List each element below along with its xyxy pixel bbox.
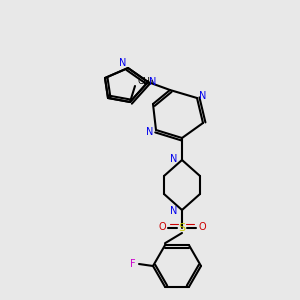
Text: O: O xyxy=(158,222,166,232)
Text: O: O xyxy=(198,222,206,232)
Text: N: N xyxy=(170,206,178,216)
Text: N: N xyxy=(149,77,157,87)
Text: S: S xyxy=(178,223,186,233)
Text: F: F xyxy=(130,259,136,269)
Text: N: N xyxy=(170,154,178,164)
Text: N: N xyxy=(146,127,154,137)
Text: N: N xyxy=(119,58,127,68)
Text: CH₃: CH₃ xyxy=(137,77,154,86)
Text: N: N xyxy=(199,91,207,101)
